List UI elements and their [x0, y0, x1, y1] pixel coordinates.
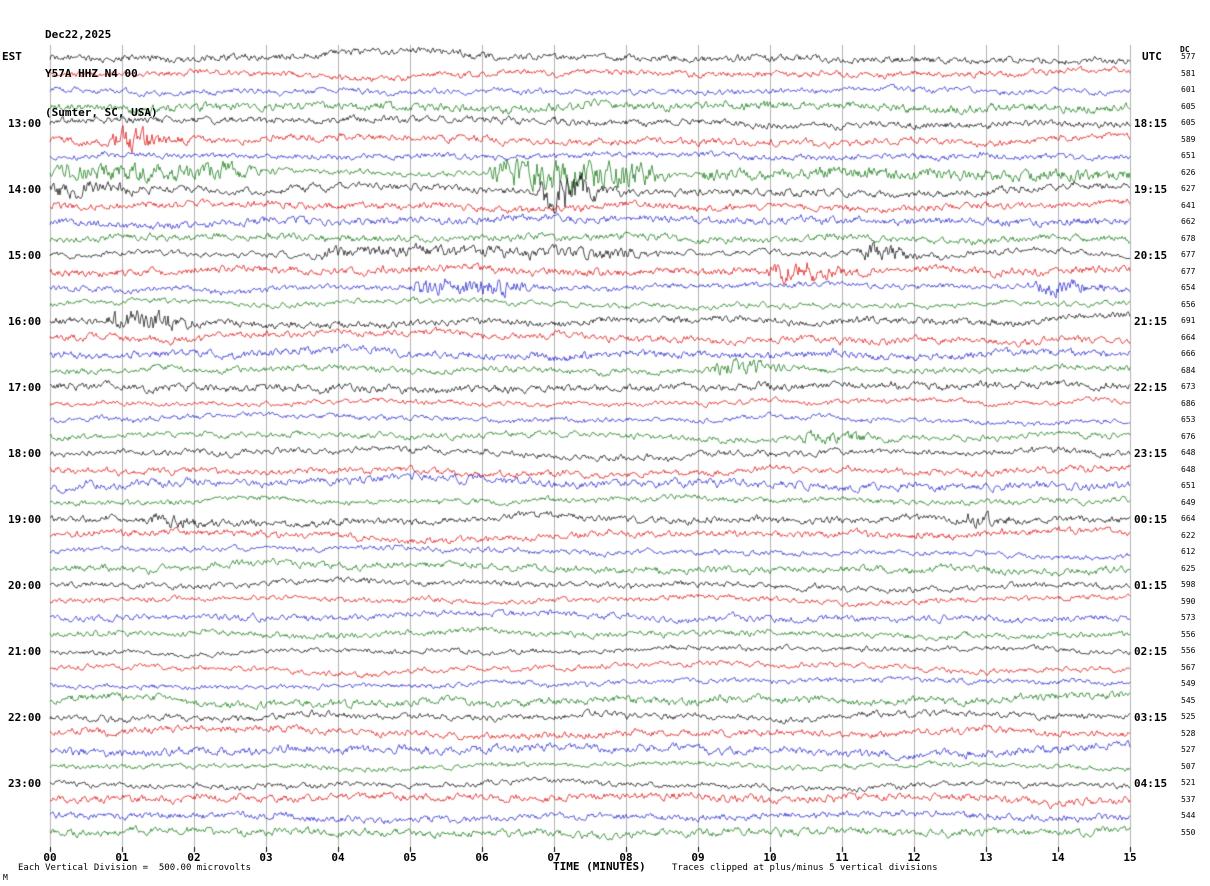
left-timezone-label: EST	[2, 50, 22, 63]
scale-note: Each Vertical Division = 500.00 microvol…	[18, 863, 251, 873]
station-label: Y57A HHZ N4 00	[45, 67, 138, 80]
dc-column-label: DC	[1180, 45, 1190, 54]
date-label: Dec22,2025	[45, 28, 112, 41]
plot-header: Dec22,2025 Y57A HHZ N4 00 (Sumter, SC, U…	[45, 2, 158, 145]
x-axis-title: TIME (MINUTES)	[553, 860, 646, 873]
right-timezone-label: UTC	[1142, 50, 1162, 63]
location-label: (Sumter, SC, USA)	[45, 106, 158, 119]
clip-note: Traces clipped at plus/minus 5 vertical …	[672, 863, 938, 873]
corner-mark: M	[3, 873, 8, 882]
